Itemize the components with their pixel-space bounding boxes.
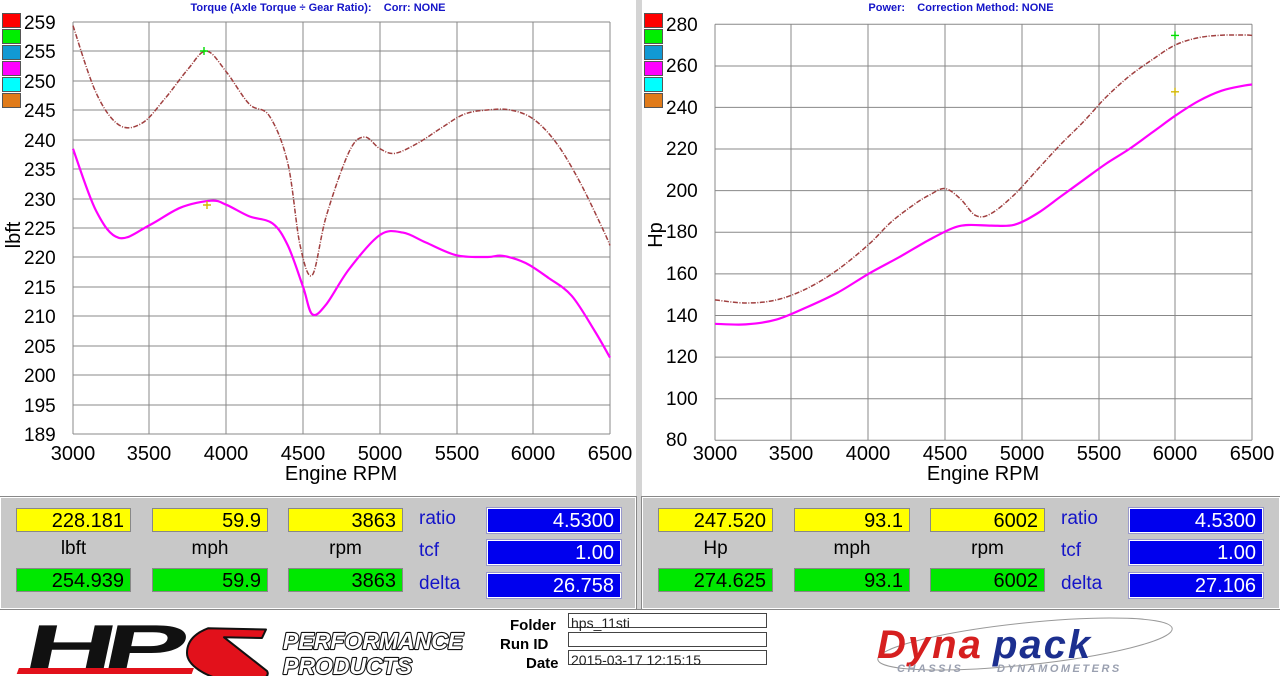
svg-text:259: 259 [24, 13, 56, 34]
svg-text:240: 240 [666, 98, 698, 119]
svg-text:4000: 4000 [204, 443, 249, 465]
svg-text:200: 200 [666, 181, 698, 202]
svg-text:Engine RPM: Engine RPM [285, 463, 397, 485]
svg-text:80: 80 [666, 430, 687, 451]
svg-text:5500: 5500 [435, 443, 480, 465]
svg-text:PRODUCTS: PRODUCTS [283, 653, 413, 676]
svg-text:140: 140 [666, 306, 698, 327]
svg-text:180: 180 [666, 222, 698, 243]
svg-text:5000: 5000 [1000, 443, 1045, 465]
svg-text:DYNAMOMETERS: DYNAMOMETERS [997, 663, 1122, 675]
svg-text:225: 225 [24, 219, 56, 240]
svg-text:Dyna: Dyna [877, 623, 983, 667]
svg-text:120: 120 [666, 347, 698, 368]
svg-text:235: 235 [24, 160, 56, 181]
svg-text:Engine RPM: Engine RPM [927, 463, 1039, 485]
svg-text:240: 240 [24, 131, 56, 152]
svg-text:Hp: Hp [645, 222, 667, 248]
svg-text:PERFORMANCE: PERFORMANCE [283, 628, 464, 654]
svg-text:3000: 3000 [51, 443, 96, 465]
svg-text:pack: pack [992, 623, 1092, 667]
svg-text:HP: HP [19, 613, 192, 676]
svg-text:4500: 4500 [923, 443, 968, 465]
svg-text:195: 195 [24, 396, 56, 417]
svg-text:210: 210 [24, 307, 56, 328]
svg-text:6500: 6500 [588, 443, 633, 465]
svg-text:6500: 6500 [1230, 443, 1275, 465]
svg-text:245: 245 [24, 101, 56, 122]
svg-text:5000: 5000 [358, 443, 403, 465]
svg-text:230: 230 [24, 190, 56, 211]
svg-text:160: 160 [666, 264, 698, 285]
svg-text:3500: 3500 [127, 443, 172, 465]
svg-text:260: 260 [666, 56, 698, 77]
svg-text:220: 220 [666, 139, 698, 160]
svg-text:100: 100 [666, 389, 698, 410]
svg-text:5500: 5500 [1077, 443, 1122, 465]
svg-text:6000: 6000 [1153, 443, 1198, 465]
svg-text:lbft: lbft [3, 221, 25, 248]
svg-text:250: 250 [24, 72, 56, 93]
svg-text:280: 280 [666, 15, 698, 36]
svg-text:205: 205 [24, 337, 56, 358]
svg-text:215: 215 [24, 278, 56, 299]
svg-text:3000: 3000 [693, 443, 738, 465]
svg-text:255: 255 [24, 42, 56, 63]
svg-text:4500: 4500 [281, 443, 326, 465]
svg-text:CHASSIS: CHASSIS [897, 663, 963, 675]
svg-text:200: 200 [24, 366, 56, 387]
svg-text:4000: 4000 [846, 443, 891, 465]
svg-text:220: 220 [24, 248, 56, 269]
svg-text:6000: 6000 [511, 443, 556, 465]
svg-text:3500: 3500 [769, 443, 814, 465]
